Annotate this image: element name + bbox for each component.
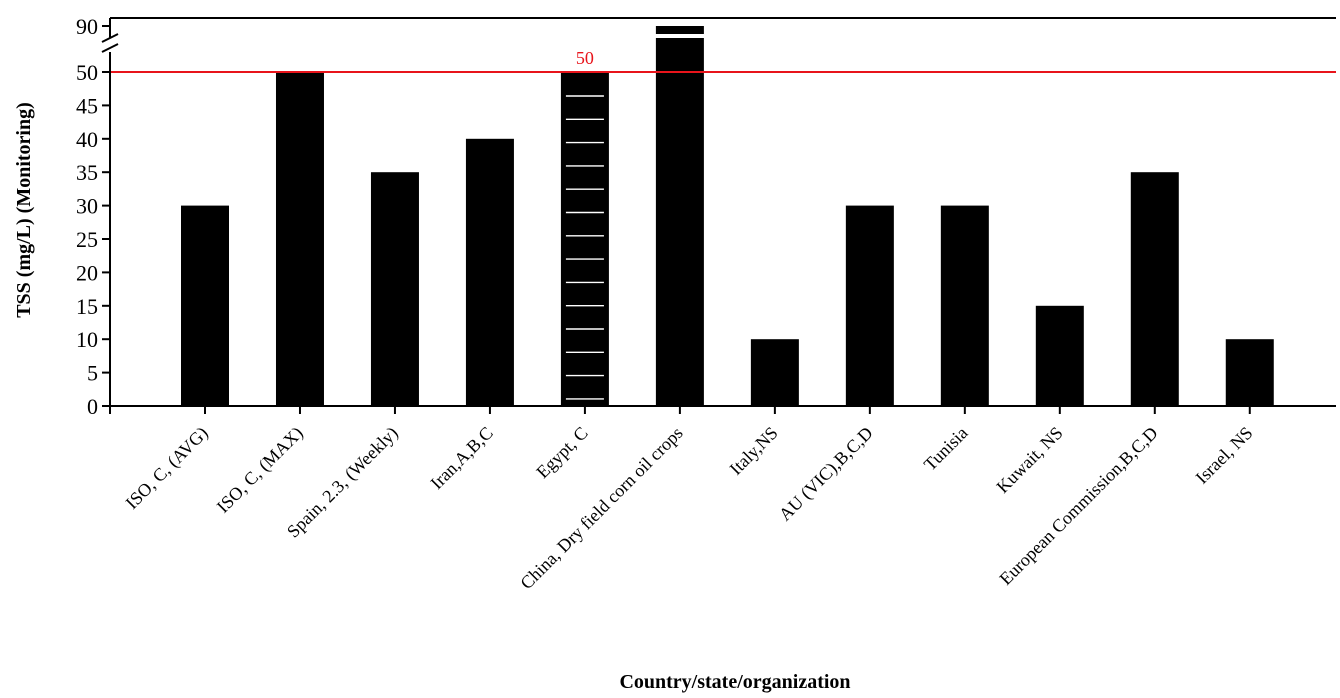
x-tick-label: Egypt, C [532, 423, 591, 482]
bar-rect [275, 72, 324, 406]
bar-rect [940, 205, 989, 406]
y-tick-label: 40 [76, 127, 98, 152]
bar-iso-c-avg [181, 205, 229, 406]
axis-break-mark-lower [101, 43, 119, 53]
bar-rect [1225, 339, 1274, 406]
x-tick-label: ISO, C, (AVG) [122, 423, 213, 514]
bar-break-gap [655, 34, 704, 38]
y-ticks-group: 0 5 10 15 20 25 30 35 40 45 50 90 [76, 14, 110, 419]
x-tick-label: AU (VIC),B,C,D [775, 423, 878, 526]
reference-line-label: 50 [576, 48, 594, 68]
bar-rect [370, 172, 419, 406]
y-tick-label: 25 [76, 227, 98, 252]
y-tick-label: 20 [76, 260, 98, 285]
bar-rect [1130, 172, 1179, 406]
bar-kuwait-ns [1035, 305, 1084, 406]
axes-group [101, 17, 1336, 414]
x-ticks-group: ISO, C, (AVG) ISO, C, (MAX)Spain, 2.3, (W… [122, 406, 1257, 593]
bar-egypt-c [560, 72, 609, 406]
bar-top-segment [655, 26, 704, 34]
x-tick-label: European Commission,B,C,D [995, 423, 1161, 589]
bar-china-dry-field-corn-oil-crops [655, 26, 704, 406]
y-tick-label: 5 [87, 361, 98, 386]
bar-rect [465, 138, 514, 407]
bar-iso-c-max [275, 72, 324, 406]
x-tick-label: Israel, NS [1192, 423, 1257, 488]
y-tick-label: 50 [76, 60, 98, 85]
y-tick-label: 30 [76, 194, 98, 219]
bar-lower-segment [655, 38, 704, 406]
y-tick-label: 0 [87, 394, 98, 419]
y-axis-title: TSS (mg/L) (Monitoring) [13, 102, 35, 318]
bar-rect [750, 339, 799, 406]
bar-spain-2-3-weekly [370, 172, 419, 406]
y-tick-label: 90 [76, 14, 98, 39]
bar-italy-ns [750, 339, 799, 406]
x-tick-label: China, Dry field corn oil crops [516, 423, 686, 593]
bars-group [181, 26, 1274, 407]
x-tick-label: Italy,NS [726, 423, 782, 479]
y-tick-label: 45 [76, 93, 98, 118]
x-axis-title: Country/state/organization [619, 671, 850, 693]
bar-rect [181, 205, 229, 406]
bar-rect [1035, 305, 1084, 406]
bar-tunisia [940, 205, 989, 406]
bar-european-commission-b-c-d [1130, 172, 1179, 406]
bar-au-vic-b-c-d [845, 205, 894, 406]
bar-rect [845, 205, 894, 406]
y-tick-label: 15 [76, 294, 98, 319]
bar-rect [560, 72, 609, 406]
reference-line-group: 50 [110, 48, 1336, 73]
bar-iran-a-b-c [465, 138, 514, 407]
bar-israel-ns [1225, 339, 1274, 406]
x-tick-label: Iran,A,B,C [426, 423, 496, 493]
y-tick-label: 35 [76, 160, 98, 185]
x-tick-label: Kuwait, NS [992, 423, 1066, 497]
axis-break-mark-upper [101, 33, 119, 43]
x-tick-label: Tunisia [920, 423, 972, 475]
x-tick-label: ISO, C, (MAX) [213, 423, 308, 518]
y-tick-label: 10 [76, 327, 98, 352]
